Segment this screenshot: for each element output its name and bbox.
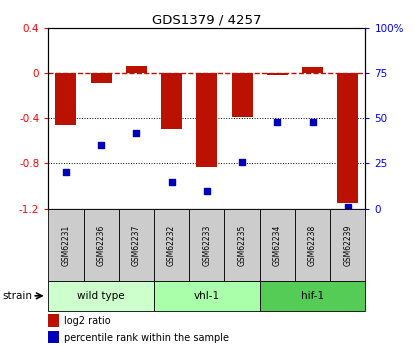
- Bar: [295, 209, 330, 281]
- Text: GSM62233: GSM62233: [202, 224, 211, 266]
- Point: [309, 119, 316, 125]
- Bar: [337, 73, 358, 203]
- Bar: [126, 66, 147, 73]
- Point: [239, 159, 245, 164]
- Text: log2 ratio: log2 ratio: [64, 316, 110, 326]
- Point: [274, 119, 281, 125]
- Point: [203, 188, 210, 193]
- Bar: [260, 281, 365, 310]
- Title: GDS1379 / 4257: GDS1379 / 4257: [152, 13, 262, 27]
- Point: [98, 142, 105, 148]
- Bar: [260, 209, 295, 281]
- Text: GSM62234: GSM62234: [273, 224, 282, 266]
- Point: [63, 170, 69, 175]
- Text: GSM62238: GSM62238: [308, 224, 317, 266]
- Bar: [189, 209, 224, 281]
- Text: GSM62236: GSM62236: [97, 224, 106, 266]
- Bar: [48, 314, 59, 327]
- Point: [133, 130, 140, 135]
- Bar: [84, 209, 119, 281]
- Text: GSM62239: GSM62239: [343, 224, 352, 266]
- Bar: [55, 73, 76, 125]
- Bar: [119, 209, 154, 281]
- Point: [344, 204, 351, 210]
- Text: GSM62231: GSM62231: [61, 224, 71, 266]
- Text: hif-1: hif-1: [301, 291, 324, 301]
- Text: GSM62235: GSM62235: [238, 224, 247, 266]
- Text: percentile rank within the sample: percentile rank within the sample: [64, 333, 228, 343]
- Bar: [224, 209, 260, 281]
- Text: GSM62237: GSM62237: [132, 224, 141, 266]
- Bar: [330, 209, 365, 281]
- Bar: [48, 209, 84, 281]
- Bar: [91, 73, 112, 83]
- Bar: [48, 281, 154, 310]
- Bar: [154, 209, 189, 281]
- Bar: [267, 73, 288, 75]
- Bar: [196, 73, 218, 167]
- Bar: [302, 67, 323, 73]
- Text: wild type: wild type: [77, 291, 125, 301]
- Text: vhl-1: vhl-1: [194, 291, 220, 301]
- Bar: [231, 73, 253, 117]
- Bar: [48, 331, 59, 343]
- Bar: [154, 281, 260, 310]
- Text: strain: strain: [2, 291, 32, 301]
- Bar: [161, 73, 182, 129]
- Text: GSM62232: GSM62232: [167, 224, 176, 266]
- Point: [168, 179, 175, 184]
